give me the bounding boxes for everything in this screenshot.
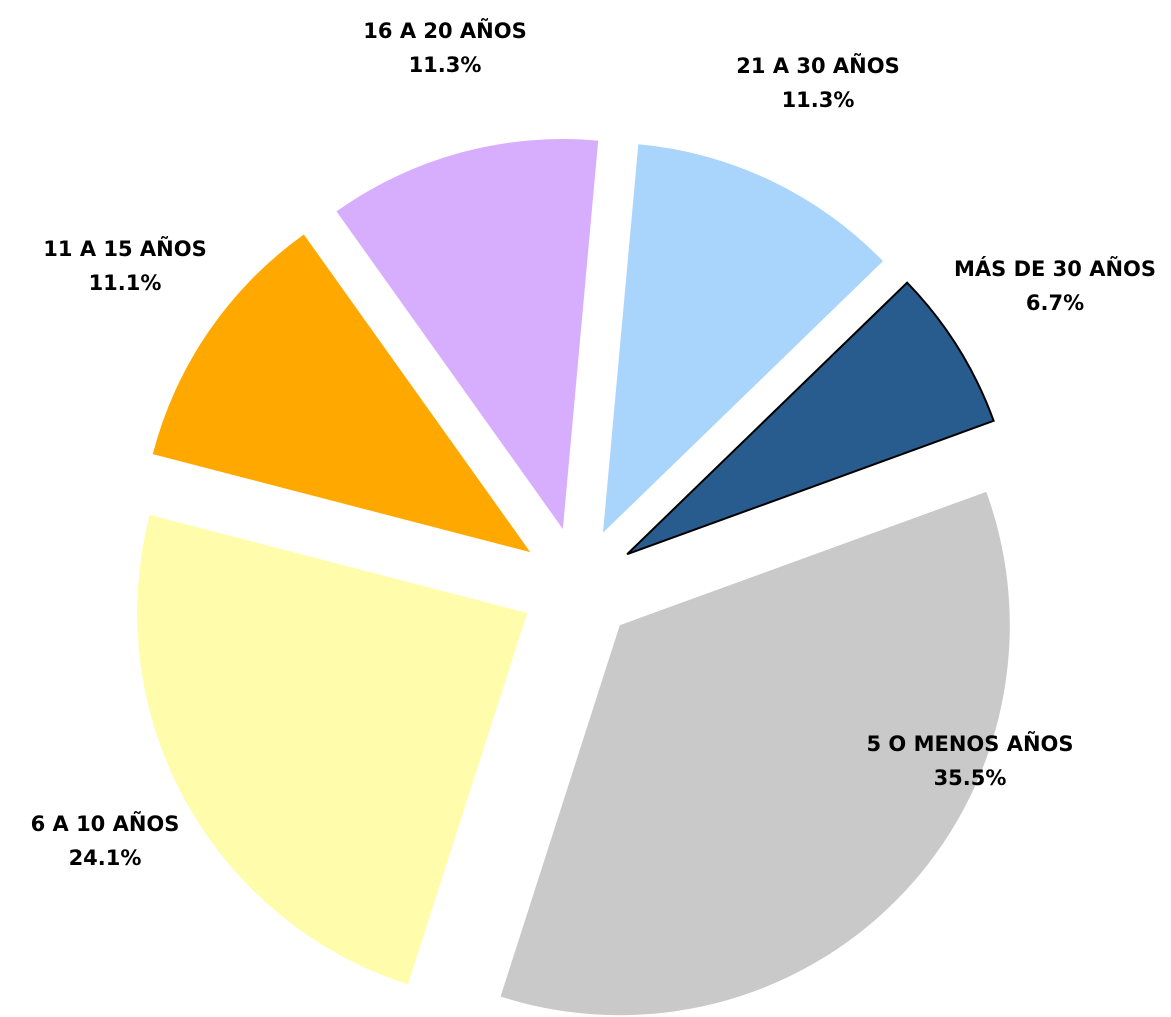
slice-label: 11 A 15 AÑOS: [43, 236, 206, 261]
pie-slice: [152, 234, 531, 553]
slice-label: 16 A 20 AÑOS: [363, 18, 526, 43]
slice-label: 6 A 10 AÑOS: [31, 811, 180, 836]
pie-slice: [603, 144, 883, 533]
slice-label: 21 A 30 AÑOS: [736, 53, 899, 78]
slice-value-label: 11.1%: [89, 271, 162, 295]
slice-value-label: 11.3%: [409, 53, 482, 77]
slice-label: MÁS DE 30 AÑOS: [954, 256, 1156, 281]
slice-value-label: 6.7%: [1026, 291, 1084, 315]
slice-label: 5 O MENOS AÑOS: [867, 731, 1074, 756]
slice-value-label: 24.1%: [69, 846, 142, 870]
slice-value-label: 35.5%: [934, 766, 1007, 790]
pie-slice: [336, 139, 599, 530]
pie-slice: [137, 514, 528, 985]
slice-value-label: 11.3%: [782, 88, 855, 112]
pie-slice: [626, 281, 995, 556]
pie-slice: [500, 491, 1010, 1016]
